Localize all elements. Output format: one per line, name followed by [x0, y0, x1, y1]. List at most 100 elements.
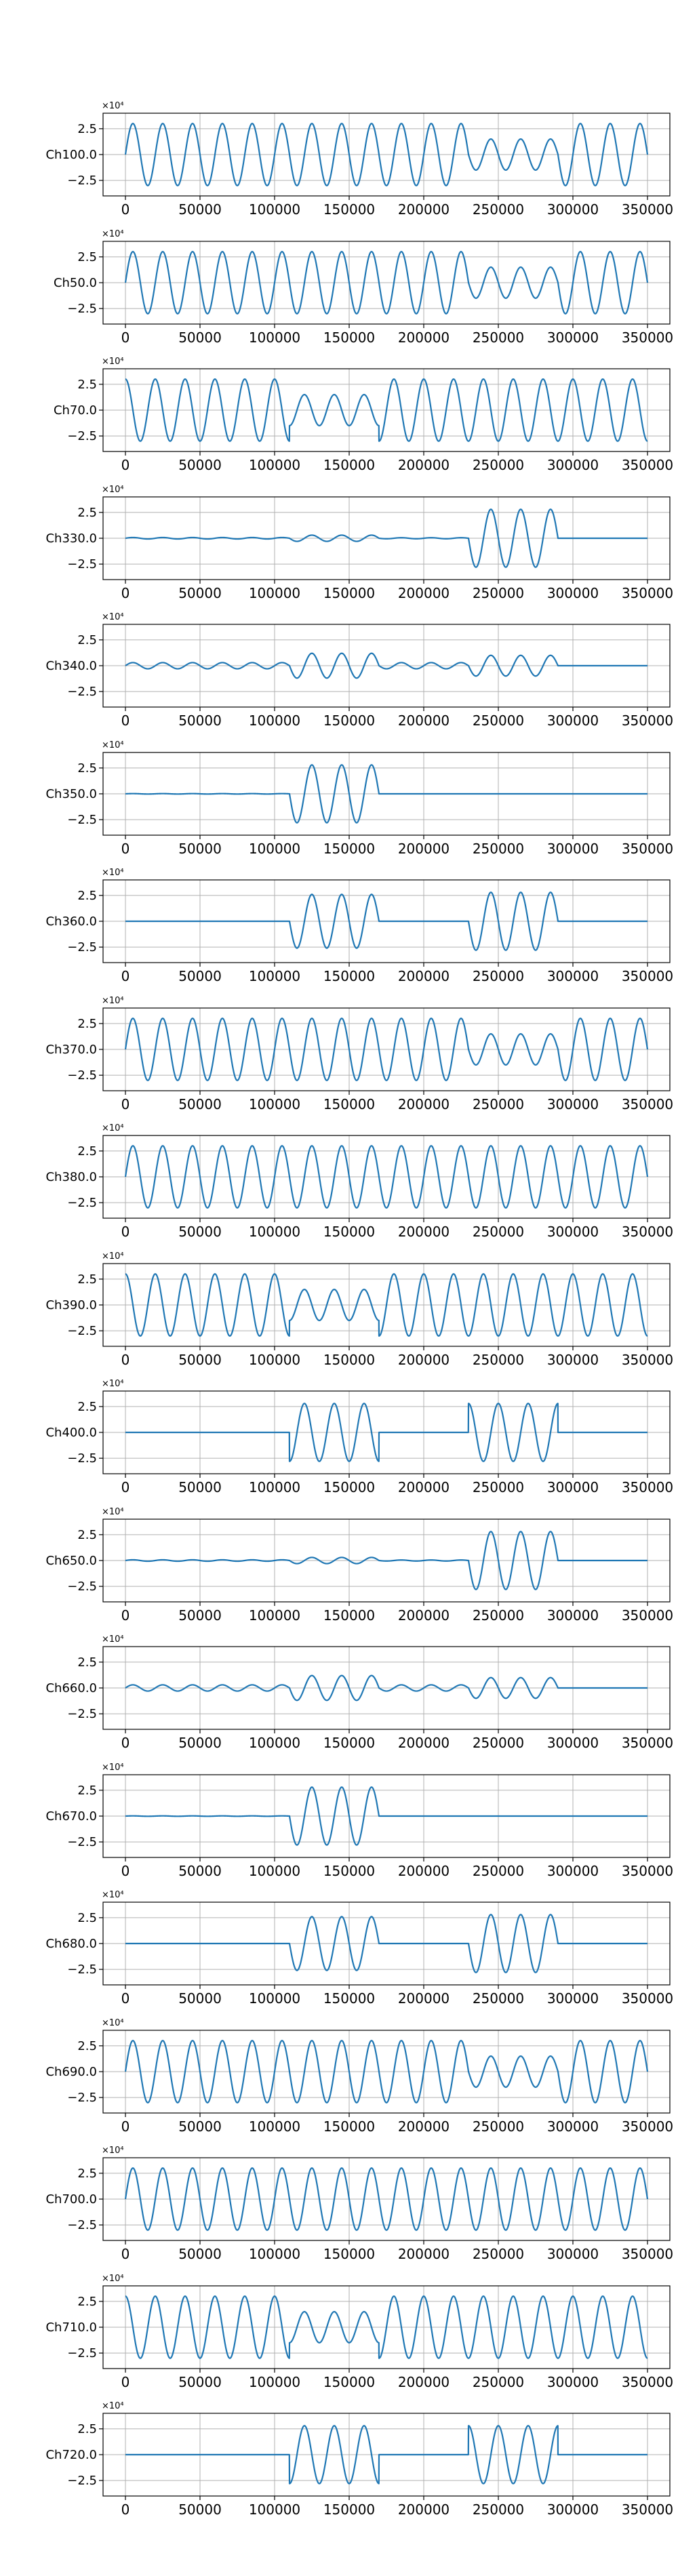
x-tick-label: 300000 [547, 2246, 599, 2262]
x-tick-label: 300000 [547, 2118, 599, 2135]
x-tick-label: 250000 [473, 841, 524, 857]
series-line [124, 1018, 649, 1081]
x-tick-label: 300000 [547, 1096, 599, 1112]
y-axis-label: Ch100.0 [45, 148, 97, 162]
y-multiplier-label: ×10⁴ [102, 1763, 124, 1773]
x-tick-label: 0 [121, 1096, 130, 1112]
x-tick-label: 0 [121, 1352, 130, 1368]
x-tick-label: 350000 [622, 329, 673, 346]
x-tick-label: 250000 [473, 968, 524, 984]
x-tick-label: 50000 [178, 2246, 222, 2262]
x-tick-label: 350000 [622, 201, 673, 218]
x-tick-label: 50000 [178, 1224, 222, 1240]
x-tick-label: 250000 [473, 1096, 524, 1112]
x-tick-label: 200000 [398, 2246, 450, 2262]
x-tick-label: 100000 [249, 1479, 300, 1495]
x-tick-label: 50000 [178, 2501, 222, 2518]
y-axis-label: Ch710.0 [45, 2320, 97, 2335]
y-axis-label: Ch330.0 [45, 531, 97, 546]
chart-panel-ch36: 0 50000 100000 150000 200000 250000 300000 3500… [45, 868, 673, 984]
x-tick-label: 0 [121, 1479, 130, 1495]
series-line [125, 1403, 648, 1462]
x-tick-label: 100000 [249, 968, 300, 984]
x-tick-label: 250000 [473, 1352, 524, 1368]
series-line [124, 251, 649, 315]
x-tick-label: 100000 [249, 457, 300, 473]
y-tick-label: 2.5 [77, 2422, 97, 2436]
y-tick-label: −2.5 [67, 1451, 97, 1466]
x-tick-label: 150000 [323, 1224, 375, 1240]
y-tick-label: −2.5 [67, 1835, 97, 1849]
x-tick-label: 350000 [622, 1479, 673, 1495]
x-tick-label: 350000 [622, 1863, 673, 1879]
y-tick-label: −2.5 [67, 1068, 97, 1083]
x-tick-label: 0 [121, 968, 130, 984]
x-tick-label: 150000 [323, 2501, 375, 2518]
chart-panel-ch71: 0 50000 100000 150000 200000 250000 300000 3500… [45, 2274, 673, 2390]
x-tick-label: 250000 [473, 2246, 524, 2262]
series-line [125, 1273, 648, 1337]
y-axis-label: Ch370.0 [45, 1043, 97, 1057]
series-line [125, 1914, 648, 1973]
x-tick-label: 150000 [323, 1479, 375, 1495]
x-tick-label: 350000 [622, 2246, 673, 2262]
y-tick-label: −2.5 [67, 1324, 97, 1338]
x-tick-label: 150000 [323, 2246, 375, 2262]
y-tick-label: −2.5 [67, 1196, 97, 1210]
x-tick-label: 50000 [178, 457, 222, 473]
series-line [124, 2167, 649, 2231]
x-tick-label: 100000 [249, 1735, 300, 1751]
x-tick-label: 50000 [178, 841, 222, 857]
chart-panel-ch38: 0 50000 100000 150000 200000 250000 300000 3500… [45, 1123, 673, 1240]
x-tick-label: 350000 [622, 712, 673, 729]
x-tick-label: 50000 [178, 201, 222, 218]
y-axis-label: Ch50.0 [54, 276, 97, 290]
x-tick-label: 150000 [323, 841, 375, 857]
x-tick-label: 350000 [622, 2374, 673, 2390]
x-tick-label: 150000 [323, 1863, 375, 1879]
y-multiplier-label: ×10⁴ [102, 740, 124, 750]
y-multiplier-label: ×10⁴ [102, 2018, 124, 2028]
x-tick-label: 100000 [249, 2246, 300, 2262]
x-tick-label: 300000 [547, 1863, 599, 1879]
y-multiplier-label: ×10⁴ [102, 1507, 124, 1517]
x-tick-label: 0 [121, 2501, 130, 2518]
x-tick-label: 250000 [473, 585, 524, 601]
y-axis-label: Ch700.0 [45, 2192, 97, 2207]
x-tick-label: 300000 [547, 1735, 599, 1751]
x-tick-label: 50000 [178, 1990, 222, 2007]
x-tick-label: 250000 [473, 1863, 524, 1879]
x-tick-label: 0 [121, 2118, 130, 2135]
x-tick-label: 150000 [323, 712, 375, 729]
x-tick-label: 300000 [547, 1352, 599, 1368]
x-tick-label: 350000 [622, 2118, 673, 2135]
series-line [124, 1145, 649, 1209]
y-axis-label: Ch680.0 [45, 1937, 97, 1951]
x-tick-label: 50000 [178, 585, 222, 601]
x-tick-label: 50000 [178, 329, 222, 346]
x-tick-label: 200000 [398, 1607, 450, 1624]
chart-panel-ch7: 0 50000 100000 150000 200000 250000 300000 3500… [54, 357, 673, 473]
x-tick-label: 0 [121, 1607, 130, 1624]
series-line [125, 1786, 648, 1846]
series-line [125, 2295, 648, 2359]
x-tick-label: 300000 [547, 841, 599, 857]
x-tick-label: 300000 [547, 457, 599, 473]
x-tick-label: 0 [121, 201, 130, 218]
x-tick-label: 0 [121, 712, 130, 729]
x-tick-label: 250000 [473, 457, 524, 473]
x-tick-label: 100000 [249, 2374, 300, 2390]
y-multiplier-label: ×10⁴ [102, 1890, 124, 1900]
chart-panel-ch33: 0 50000 100000 150000 200000 250000 300000 3500… [45, 485, 673, 601]
y-tick-label: 2.5 [77, 1144, 97, 1159]
y-tick-label: 2.5 [77, 2039, 97, 2053]
y-tick-label: −2.5 [67, 429, 97, 443]
x-tick-label: 250000 [473, 1224, 524, 1240]
y-tick-label: −2.5 [67, 2091, 97, 2105]
y-tick-label: 2.5 [77, 122, 97, 136]
x-tick-label: 250000 [473, 1479, 524, 1495]
x-tick-label: 150000 [323, 2118, 375, 2135]
x-tick-label: 200000 [398, 2118, 450, 2135]
y-tick-label: −2.5 [67, 685, 97, 699]
x-tick-label: 150000 [323, 1607, 375, 1624]
